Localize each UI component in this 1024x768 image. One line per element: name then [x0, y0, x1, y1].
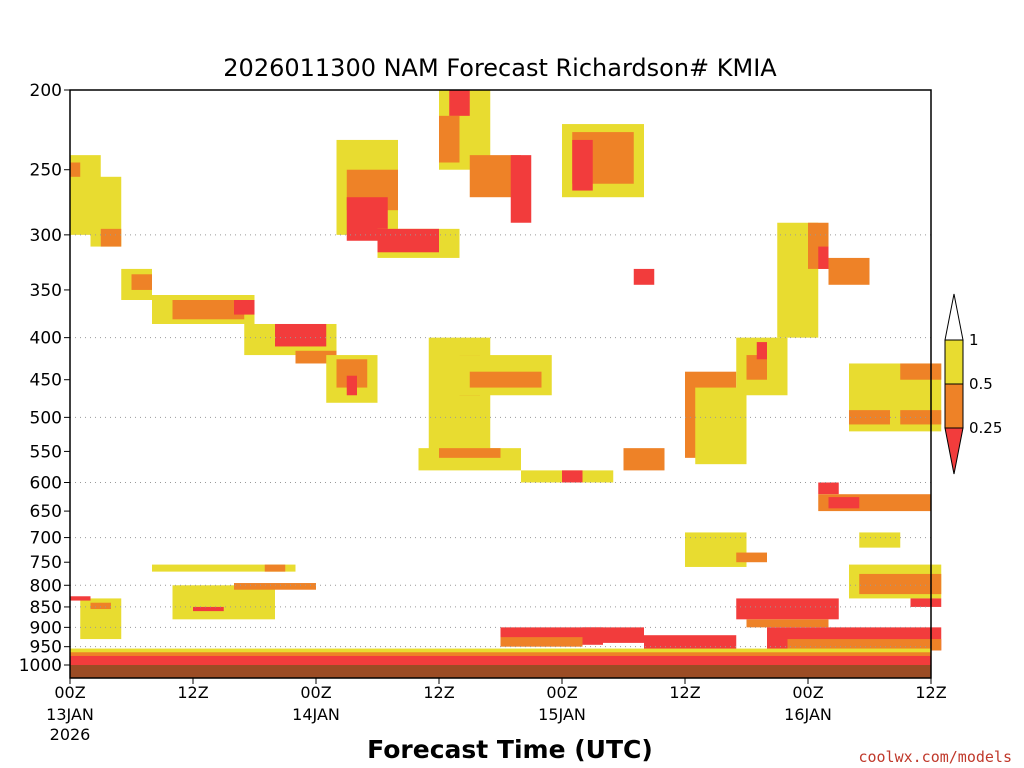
heatmap-cell [818, 482, 839, 495]
y-tick-label: 800 [30, 576, 62, 596]
y-tick-label: 900 [30, 618, 62, 638]
heatmap-cell [818, 246, 829, 269]
heatmap-cell [152, 564, 296, 572]
heatmap-cell [849, 410, 890, 425]
heatmap-cell [234, 299, 255, 315]
heatmap-cell [510, 155, 532, 223]
heatmap-cell [70, 162, 81, 177]
x-tick-label: 12Z [669, 683, 700, 702]
heatmap-cell [172, 585, 275, 620]
heatmap-cell [264, 564, 286, 572]
x-tick-year: 2026 [50, 725, 91, 744]
y-tick-label: 400 [30, 329, 62, 349]
heatmap-cell [70, 596, 91, 601]
y-axis: 200 250 300 350 400 450 500 550 600 650 700 750 8008… [19, 81, 70, 676]
heatmap-cell [787, 639, 942, 651]
heatmap-cell [439, 448, 501, 458]
heatmap-cell [346, 375, 357, 396]
heatmap-cell [172, 299, 245, 320]
y-tick-label: 250 [30, 161, 62, 181]
x-tick-label: 00Z [792, 683, 823, 702]
heatmap-cell [100, 228, 122, 247]
plot-area [70, 90, 942, 678]
grid-lines [70, 234, 931, 648]
y-tick-label: 200 [30, 81, 62, 101]
heatmap-cell [131, 274, 152, 290]
heatmap-cell [633, 268, 655, 285]
y-tick-label: 1000 [19, 656, 62, 676]
heatmap-cell [859, 573, 942, 595]
x-tick-date: 14JAN [292, 705, 340, 724]
heatmap-cell [623, 448, 665, 471]
heatmap-cell [377, 228, 439, 253]
y-tick-label: 950 [30, 638, 62, 658]
heatmap-cell [449, 90, 470, 116]
heatmap-cell [500, 637, 583, 647]
heatmap-cell [70, 652, 931, 660]
x-tick-label: 00Z [54, 683, 85, 702]
y-tick-label: 850 [30, 598, 62, 618]
colorbar-top-arrow [944, 293, 964, 341]
x-tick-label: 00Z [546, 683, 577, 702]
y-tick-label: 750 [30, 553, 62, 573]
heatmap-cell [746, 355, 767, 380]
heatmap-cell [736, 598, 839, 620]
heatmap-cell [582, 627, 644, 643]
heatmap-cell [469, 371, 542, 388]
ground-strip [70, 665, 931, 678]
colorbar-label: 0.5 [969, 375, 993, 393]
heatmap-cell [275, 323, 327, 347]
heatmap-cell [859, 532, 901, 548]
heatmap-cell [70, 648, 931, 656]
heatmap-cell [695, 387, 747, 465]
y-tick-label: 700 [30, 529, 62, 549]
heatmap-cell [644, 635, 737, 651]
x-tick-label: 12Z [915, 683, 946, 702]
heatmap-cell [756, 342, 767, 360]
heatmap-cell [736, 552, 767, 563]
x-axis-title: Forecast Time (UTC) [367, 735, 653, 764]
heatmap-cell [900, 363, 942, 380]
heatmap-cell [572, 139, 593, 191]
x-tick-label: 00Z [300, 683, 331, 702]
heatmap-cell [910, 598, 942, 607]
x-tick-label: 12Z [423, 683, 454, 702]
x-tick-date: 16JAN [784, 705, 832, 724]
heatmap-cell [234, 583, 316, 590]
heatmap-cell [90, 602, 111, 610]
y-tick-label: 650 [30, 502, 62, 522]
x-tick-label: 12Z [177, 683, 208, 702]
chart-title: 2026011300 NAM Forecast Richardson# KMIA [223, 54, 777, 82]
heatmap-cell [193, 606, 224, 612]
x-tick-date: 13JAN [46, 705, 94, 724]
y-tick-label: 450 [30, 371, 62, 391]
y-tick-label: 500 [30, 408, 62, 428]
colorbar: 1 0.5 0.25 [944, 293, 1002, 475]
heatmap-cell [562, 470, 583, 483]
y-tick-label: 300 [30, 226, 62, 246]
plot-frame [69, 89, 932, 679]
heatmap-cell [828, 257, 870, 285]
y-tick-label: 350 [30, 281, 62, 301]
colorbar-label: 0.25 [969, 419, 1002, 437]
heatmap-cell [828, 497, 860, 509]
colorbar-label: 1 [969, 331, 979, 349]
y-tick-label: 550 [30, 442, 62, 462]
colorbar-swatch [944, 383, 964, 429]
x-tick-date: 15JAN [538, 705, 586, 724]
heatmap-cell [746, 619, 829, 628]
credit-text: coolwx.com/models [858, 748, 1012, 766]
colorbar-swatch [944, 339, 964, 385]
colorbar-bottom-arrow [944, 427, 964, 475]
heatmap-cell [439, 115, 460, 163]
y-tick-label: 600 [30, 473, 62, 493]
